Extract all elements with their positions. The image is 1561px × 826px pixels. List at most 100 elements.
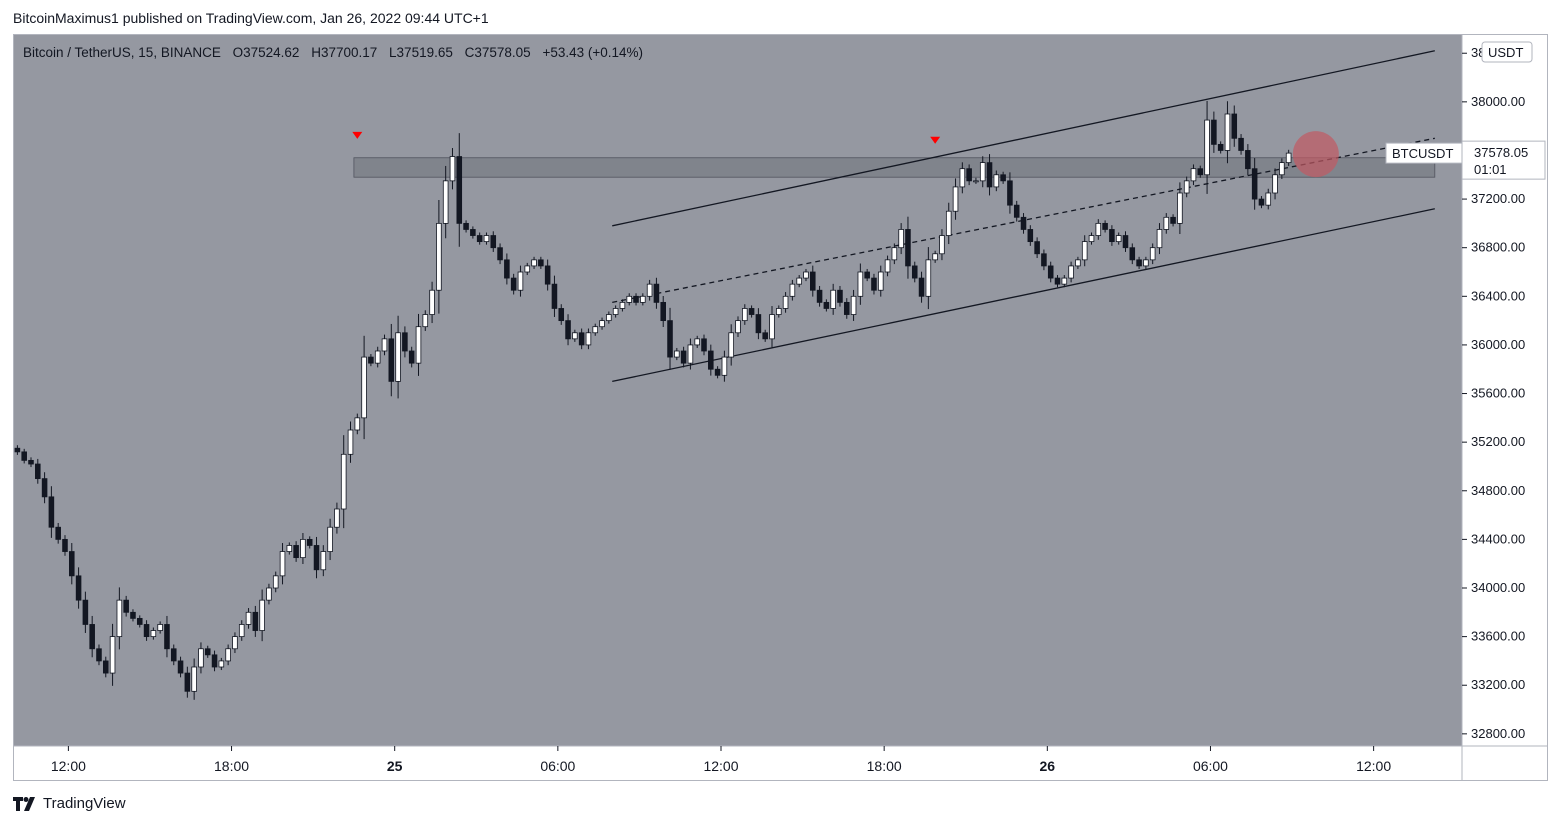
candle	[347, 421, 354, 463]
candle-body	[204, 648, 211, 656]
candle-body	[1231, 113, 1238, 139]
chart-background	[14, 35, 1462, 746]
candle-body	[830, 289, 836, 309]
candle	[667, 307, 673, 370]
candle	[1204, 100, 1210, 194]
price-tick-label: 36400.00	[1471, 288, 1525, 303]
candle-body	[340, 453, 347, 510]
candle	[245, 608, 252, 629]
candle-body	[374, 350, 381, 364]
candle	[388, 323, 395, 397]
candle-body	[279, 551, 286, 577]
candle-body	[272, 575, 279, 589]
candle-body	[877, 271, 884, 291]
candle-body	[69, 551, 75, 577]
candle-body	[776, 308, 782, 315]
price-tick-label: 33200.00	[1471, 677, 1525, 692]
candle	[96, 644, 102, 666]
candle-body	[422, 314, 429, 328]
candle	[592, 323, 599, 336]
candle-body	[62, 538, 68, 552]
candle-body	[1102, 222, 1108, 230]
candle-body	[742, 308, 748, 322]
candle	[660, 296, 666, 327]
candle-body	[109, 636, 116, 674]
candle	[35, 458, 41, 484]
ticker-label-text: BTCUSDT	[1392, 146, 1453, 161]
resistance-zone	[353, 157, 1436, 178]
candle	[75, 567, 82, 609]
candle-body	[701, 338, 707, 352]
open-label: O	[232, 45, 244, 60]
candle-body	[1258, 198, 1265, 206]
candle	[184, 666, 191, 698]
price-tick-label: 35600.00	[1471, 386, 1525, 401]
candle	[789, 279, 796, 301]
candle-body	[136, 617, 143, 625]
candle-body	[102, 660, 109, 674]
candle	[116, 587, 123, 650]
candle-body	[837, 289, 843, 303]
price-tick-label: 36000.00	[1471, 337, 1525, 352]
publish-header: BitcoinMaximus1 published on TradingView…	[13, 10, 489, 26]
candle-body	[905, 229, 911, 267]
candle-body	[1251, 168, 1258, 200]
candle	[1115, 232, 1122, 245]
channel-upper-line	[612, 50, 1435, 227]
candle	[442, 165, 449, 239]
candle-body	[28, 459, 34, 465]
candle-body	[313, 545, 320, 571]
candle	[510, 273, 517, 295]
candle-body	[1224, 113, 1231, 151]
candle	[1061, 275, 1068, 288]
candle-body	[973, 180, 979, 183]
candle	[871, 273, 877, 295]
candle-body	[884, 259, 891, 273]
tradingview-brand[interactable]: TradingView	[13, 795, 126, 812]
candle-body	[667, 320, 673, 358]
candle	[449, 148, 456, 190]
candle	[1224, 101, 1231, 164]
candlestick-chart[interactable]: 38400.0038000.0037600.0037200.0036800.00…	[14, 35, 1547, 780]
candle-body	[864, 271, 870, 279]
candle-body	[388, 338, 395, 382]
candle	[286, 542, 293, 555]
candle-body	[150, 630, 157, 638]
candle-body	[211, 654, 218, 668]
candle-body	[850, 295, 857, 315]
candle	[837, 285, 843, 307]
candle	[517, 265, 524, 297]
candle-body	[945, 210, 952, 236]
resistance-rejection-marker-icon	[930, 136, 941, 144]
candle	[911, 261, 918, 283]
time-tick-label: 12:00	[51, 758, 86, 774]
tradingview-logo-icon	[13, 796, 35, 811]
candle	[843, 298, 850, 319]
candle-body	[599, 320, 605, 328]
candle-body	[510, 277, 517, 291]
candle-body	[789, 283, 796, 297]
low-value: 37519.65	[396, 45, 453, 60]
candle	[191, 658, 197, 700]
candle	[136, 615, 143, 628]
candle-body	[708, 350, 714, 370]
candle-body	[191, 666, 197, 692]
chart-frame[interactable]: 38400.0038000.0037600.0037200.0036800.00…	[13, 34, 1548, 781]
candle	[1143, 256, 1149, 269]
candle-body	[130, 611, 136, 619]
channel-lower-line	[612, 208, 1435, 383]
candle	[524, 262, 531, 276]
candle	[531, 256, 537, 269]
author-name[interactable]: BitcoinMaximus1	[13, 10, 119, 26]
candle-body	[687, 344, 694, 364]
time-tick-label: 12:00	[1356, 758, 1391, 774]
candle-body	[354, 417, 361, 431]
close-label: C	[464, 45, 475, 60]
candle-body	[857, 271, 864, 297]
candle-body	[198, 648, 204, 668]
candle	[1095, 219, 1102, 240]
symbol-title[interactable]: Bitcoin / TetherUS, 15, BINANCE	[23, 45, 221, 60]
candle	[1231, 105, 1238, 147]
candle-body	[769, 314, 775, 340]
candle	[714, 366, 721, 379]
